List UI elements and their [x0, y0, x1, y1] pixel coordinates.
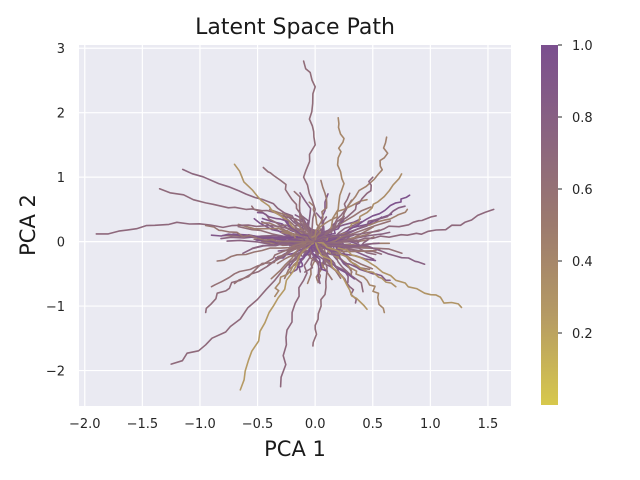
y-tick-label: 1 — [57, 171, 65, 186]
colorbar-tick-label: 0.2 — [572, 327, 593, 342]
x-tick-labels: −2.0 −1.5 −1.0 −0.5 0.0 0.5 1.0 1.5 — [69, 417, 498, 432]
colorbar-ticks: 0.2 0.4 0.6 0.8 1.0 — [558, 39, 593, 342]
x-tick-label: −1.5 — [127, 417, 159, 432]
colorbar-tick-label: 1.0 — [572, 39, 593, 54]
x-tick-label: 1.0 — [420, 417, 441, 432]
y-axis-label: PCA 2 — [16, 194, 40, 256]
colorbar-tick-label: 0.6 — [572, 183, 593, 198]
y-tick-label: −2 — [46, 365, 65, 380]
x-tick-label: −1.0 — [184, 417, 216, 432]
colorbar — [541, 45, 558, 405]
colorbar-tick-label: 0.4 — [572, 255, 593, 270]
x-tick-label: 0.5 — [362, 417, 383, 432]
y-tick-label: 0 — [57, 236, 65, 251]
x-tick-label: 0.0 — [305, 417, 326, 432]
chart-title: Latent Space Path — [195, 15, 395, 40]
x-tick-label: 1.5 — [478, 417, 499, 432]
x-axis-label: PCA 1 — [264, 437, 326, 461]
y-tick-labels: −2 −1 0 1 2 3 — [46, 42, 65, 379]
x-tick-label: −2.0 — [69, 417, 101, 432]
y-tick-label: 2 — [57, 107, 65, 122]
colorbar-tick-label: 0.8 — [572, 111, 593, 126]
x-tick-label: −0.5 — [242, 417, 274, 432]
y-tick-label: −1 — [46, 300, 65, 315]
y-tick-label: 3 — [57, 42, 65, 57]
